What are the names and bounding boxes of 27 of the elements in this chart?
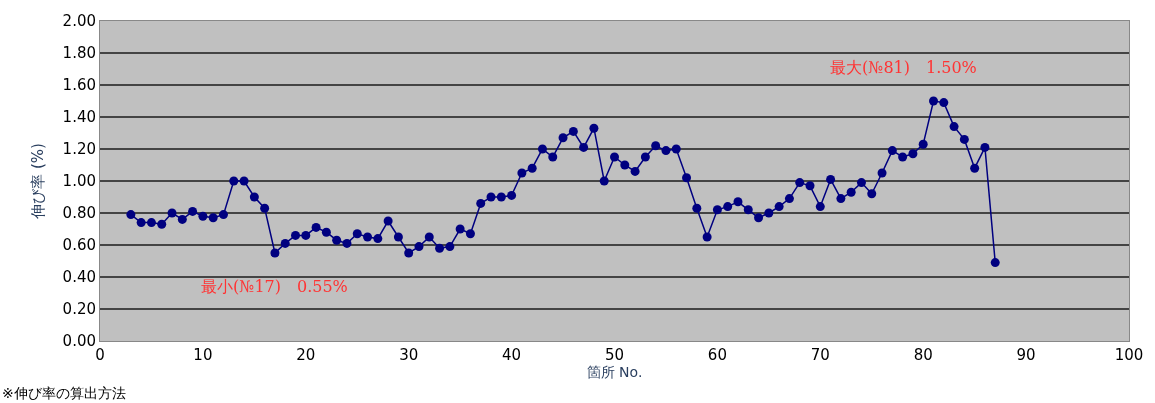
x-tick-label: 10	[193, 346, 213, 364]
text: ※伸び率の算出方法	[2, 385, 126, 401]
y-tick-label: 1.20	[62, 140, 96, 159]
y-tick-label: 0.20	[62, 300, 96, 319]
x-tick-label: 40	[502, 346, 522, 364]
y-tick-label: 0.60	[62, 236, 96, 255]
x-tick-label: 50	[604, 346, 625, 364]
annotation: 最小(№17) 0.55%	[201, 277, 348, 296]
y-tick-label: 2.00	[62, 12, 96, 31]
annotation: 最大(№81) 1.50%	[830, 58, 977, 77]
x-tick-label: 80	[913, 346, 933, 364]
y-tick-label: 0.40	[62, 268, 96, 287]
y-axis-title: 伸び率 (%)	[28, 143, 47, 220]
x-tick-label: 20	[296, 346, 316, 364]
y-tick-label: 1.00	[62, 172, 96, 191]
y-tick-label: 0.80	[62, 204, 96, 223]
x-tick-label: 0	[95, 346, 105, 364]
x-axis-title: 箇所 No.	[586, 364, 643, 380]
x-tick-label: 100	[1114, 346, 1144, 364]
y-tick-label: 0.00	[62, 332, 96, 351]
x-tick-label: 90	[1016, 346, 1036, 364]
x-tick-label: 30	[399, 346, 419, 364]
y-tick-label: 1.40	[62, 108, 96, 127]
y-tick-label: 1.60	[62, 76, 96, 95]
x-tick-label: 70	[810, 346, 830, 364]
x-tick-label: 60	[707, 346, 727, 364]
y-tick-label: 1.80	[62, 44, 96, 63]
